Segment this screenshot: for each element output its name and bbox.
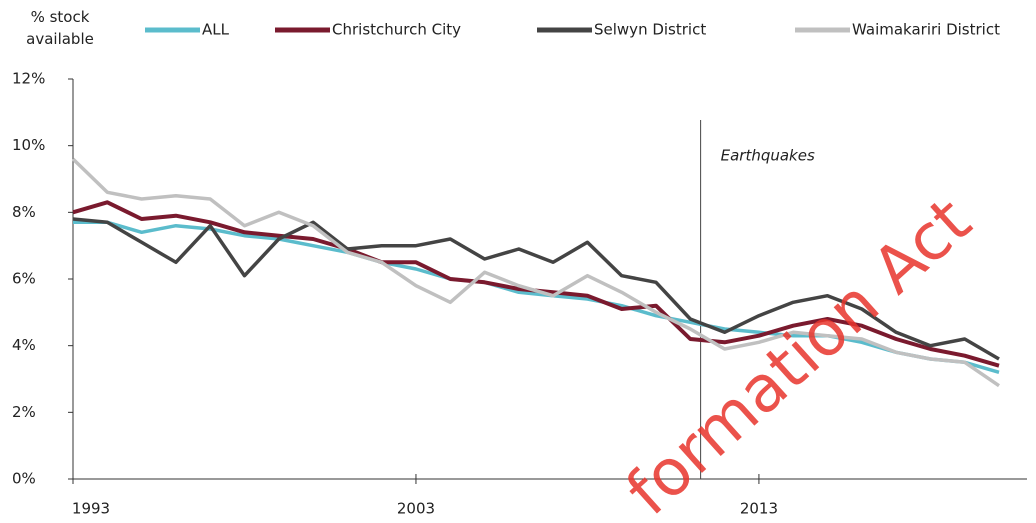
y-axis-label: % stock available	[26, 8, 94, 48]
x-tick-label: 1993	[72, 500, 110, 518]
watermark: formation Act	[613, 184, 985, 523]
x-tick-label: 2003	[397, 500, 435, 518]
legend-label: ALL	[202, 21, 230, 39]
y-tick-label: 4%	[12, 336, 36, 354]
series-line	[72, 217, 1000, 361]
annotation-label: Earthquakes	[721, 147, 815, 165]
series-line	[71, 157, 1000, 388]
y-tick-label: 12%	[12, 70, 45, 88]
y-tick-label: 2%	[12, 403, 36, 421]
y-tick-label: 10%	[12, 136, 45, 154]
legend-label: Selwyn District	[594, 21, 706, 39]
x-tick-label: 2013	[740, 500, 778, 518]
y-tick-label: 8%	[12, 203, 36, 221]
legend-label: Christchurch City	[332, 21, 461, 39]
y-tick-label: 0%	[12, 470, 36, 488]
y-tick-label: 6%	[12, 270, 36, 288]
legend-label: Waimakariri District	[852, 21, 1000, 39]
